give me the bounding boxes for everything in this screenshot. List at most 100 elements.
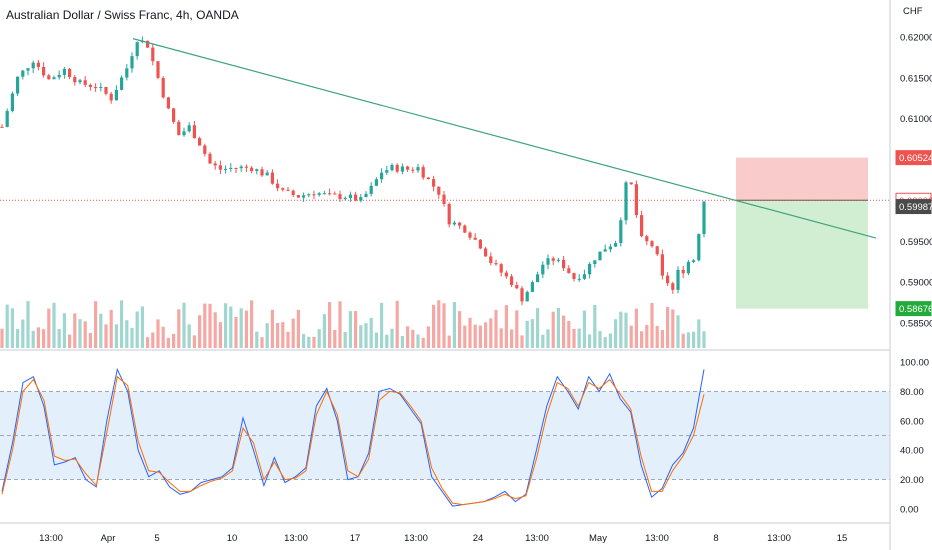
volume-bar: [328, 302, 332, 348]
candle-body: [598, 251, 602, 261]
volume-bar: [146, 337, 150, 348]
candle-body: [307, 194, 311, 196]
candle-body: [686, 261, 690, 274]
price-tick-label: 0.59000: [900, 278, 932, 289]
volume-bar: [525, 320, 529, 348]
price-panel[interactable]: [0, 36, 890, 309]
candle-body: [10, 93, 14, 111]
volume-bar: [416, 334, 420, 348]
candle-body: [291, 190, 295, 196]
volume-bar: [192, 335, 196, 348]
volume-bar: [109, 309, 113, 348]
candle-body: [73, 76, 77, 83]
volume-bar: [52, 302, 56, 348]
candle-body: [16, 76, 20, 94]
candle-body: [593, 260, 597, 265]
stochastic-panel[interactable]: [0, 367, 890, 507]
volume-bar: [343, 331, 347, 348]
candle-body: [411, 169, 415, 171]
volume-bar: [468, 317, 472, 348]
candle-body: [525, 291, 529, 302]
volume-bar: [182, 302, 186, 348]
volume-bar: [120, 300, 124, 348]
time-tick-label: Apr: [101, 533, 116, 544]
volume-bar: [333, 330, 337, 348]
volume-bar: [421, 337, 425, 348]
volume-bar: [31, 330, 35, 348]
candle-body: [603, 249, 607, 252]
volume-bar: [390, 328, 394, 348]
price-tick-label: 0.62000: [900, 33, 932, 44]
volume-bar: [530, 319, 534, 348]
candle-body: [504, 272, 508, 277]
candle-body: [650, 241, 654, 247]
volume-bar: [5, 304, 9, 348]
candle-body: [120, 77, 124, 90]
volume-bar: [380, 302, 384, 348]
candle-body: [582, 274, 586, 279]
candle-body: [692, 260, 696, 262]
candle-body: [572, 273, 576, 279]
stop-price-tag-label: 0.60524: [899, 153, 932, 164]
volume-bar: [177, 309, 181, 348]
volume-bar: [135, 311, 139, 348]
volume-bar: [0, 328, 4, 348]
candle-body: [619, 220, 623, 244]
volume-bar: [36, 327, 40, 348]
stoch-d-line: [1, 375, 705, 506]
volume-bar: [42, 329, 46, 348]
candle-body: [250, 167, 254, 172]
candle-body: [94, 86, 98, 88]
volume-bar: [426, 326, 430, 348]
candle-body: [47, 75, 51, 80]
candle-body: [83, 80, 87, 85]
currency-label: CHF: [903, 6, 923, 17]
last-price-tag: [895, 199, 932, 215]
volume-bar: [395, 300, 399, 348]
volume-bar: [94, 301, 98, 348]
volume-bar: [203, 303, 207, 348]
volume-bar: [374, 332, 378, 348]
candle-body: [676, 269, 680, 290]
volume-bar: [125, 320, 129, 348]
volume-bar: [234, 316, 238, 348]
volume-bar: [83, 321, 87, 348]
candle-body: [270, 172, 274, 184]
candle-body: [416, 167, 420, 171]
candle-body: [515, 285, 519, 289]
candle-body: [265, 172, 269, 176]
volume-bar: [588, 334, 592, 348]
candle-body: [276, 183, 280, 189]
volume-bar: [577, 328, 581, 348]
candle-body: [499, 264, 503, 273]
volume-bar: [68, 334, 72, 348]
candle-body: [198, 138, 202, 146]
volume-bar: [666, 307, 670, 348]
candle-body: [359, 197, 363, 201]
volume-bar: [556, 307, 560, 348]
volume-bar: [640, 331, 644, 348]
volume-bar: [572, 328, 576, 348]
take-profit-zone: [736, 200, 868, 309]
volume-bar: [172, 333, 176, 348]
volume-bar: [536, 308, 540, 348]
volume-bar: [546, 329, 550, 348]
volume-bar: [10, 308, 14, 348]
candle-body: [432, 179, 436, 187]
volume-bar: [634, 308, 638, 348]
candle-body: [385, 170, 389, 173]
volume-bar: [400, 336, 404, 348]
volume-bar: [681, 333, 685, 348]
volume-bar: [166, 337, 170, 348]
candle-body: [374, 179, 378, 186]
candle-body: [286, 189, 290, 191]
volume-bar: [442, 303, 446, 348]
candle-body: [182, 131, 186, 136]
candle-body: [702, 201, 706, 235]
candle-body: [354, 194, 358, 201]
candle-body: [322, 193, 326, 195]
time-tick-label: 13:00: [525, 533, 549, 544]
candle-body: [21, 70, 25, 77]
stoch-k-line: [1, 367, 705, 507]
